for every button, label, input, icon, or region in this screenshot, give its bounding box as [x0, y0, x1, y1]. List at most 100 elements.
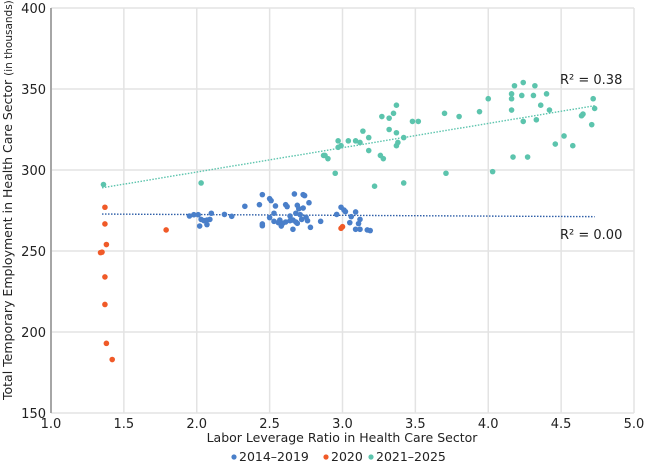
data-point	[256, 201, 263, 208]
data-point	[317, 218, 324, 225]
y-tick-label: 250	[21, 245, 46, 260]
x-tick-label: 4.0	[478, 417, 499, 432]
data-point	[291, 191, 298, 197]
data-point	[390, 110, 397, 117]
gridlines	[51, 7, 635, 414]
data-point	[508, 107, 515, 113]
data-point	[204, 221, 210, 228]
data-point	[348, 213, 355, 220]
data-point	[409, 118, 416, 125]
data-point	[590, 95, 596, 102]
data-point	[530, 92, 537, 99]
data-point	[395, 139, 401, 146]
data-point	[293, 210, 299, 217]
data-point	[294, 220, 301, 227]
data-point	[393, 102, 400, 108]
data-point	[476, 108, 483, 115]
data-point	[306, 199, 312, 206]
x-axis-title: Labor Leverage Ratio in Health Care Sect…	[207, 430, 479, 445]
data-point	[298, 216, 305, 223]
data-point	[393, 129, 400, 136]
data-point	[163, 227, 169, 233]
data-point	[580, 111, 586, 117]
data-point	[335, 138, 341, 144]
data-point	[333, 211, 340, 218]
x-tick-label: 3.0	[332, 417, 353, 432]
data-point	[543, 91, 550, 97]
data-point	[365, 134, 372, 141]
data-point	[300, 205, 306, 211]
data-point	[196, 223, 203, 229]
data-points	[97, 79, 598, 363]
y-tick-label: 200	[21, 326, 46, 341]
data-point	[352, 138, 359, 144]
data-point	[524, 154, 531, 160]
data-point	[518, 92, 525, 99]
data-point	[357, 216, 363, 223]
y-tick-label: 350	[21, 83, 46, 98]
data-point	[400, 180, 407, 186]
data-point	[186, 213, 193, 219]
data-point	[332, 170, 339, 177]
data-point	[532, 82, 538, 89]
x-tick-label: 3.5	[405, 417, 426, 432]
trendline-2021–2025	[101, 104, 595, 189]
data-point	[400, 134, 407, 141]
legend-marker-2020	[323, 454, 329, 460]
y-tick-label: 300	[21, 164, 46, 179]
data-point	[485, 95, 492, 102]
data-point	[307, 224, 314, 231]
data-point	[103, 340, 110, 347]
data-point	[386, 115, 392, 121]
y-axis-title-unit: (in thousands)	[3, 0, 15, 76]
data-point	[272, 203, 279, 209]
data-point	[268, 197, 274, 204]
data-point	[221, 211, 228, 218]
data-point	[456, 113, 462, 120]
data-point	[290, 226, 296, 233]
legend-marker-2014-2019	[231, 454, 237, 460]
data-point	[380, 155, 387, 162]
y-tick-label: 400	[21, 2, 46, 17]
data-point	[441, 110, 448, 117]
data-point	[301, 192, 308, 199]
data-point	[561, 133, 567, 139]
data-point	[259, 191, 266, 198]
data-point	[520, 79, 527, 86]
data-point	[357, 139, 363, 146]
data-point	[102, 301, 108, 308]
data-point	[508, 91, 515, 97]
x-tick-labels: 1.0 1.5 2.0 2.5 3.0 3.5 4.0 4.5 5.0	[41, 417, 645, 432]
data-point	[520, 118, 527, 125]
data-point	[99, 249, 105, 255]
data-point	[346, 219, 353, 226]
data-point	[208, 210, 215, 217]
data-point	[508, 95, 515, 102]
data-point	[443, 170, 449, 177]
data-point	[295, 205, 302, 212]
trendlines	[101, 104, 595, 218]
data-point	[352, 209, 359, 215]
data-point	[546, 107, 553, 113]
data-point	[588, 121, 595, 128]
y-axis-title-main: Total Temporary Employment in Health Car…	[0, 79, 15, 401]
legend: 2014–2019 2020 2021–2025	[231, 449, 446, 464]
data-point	[191, 211, 197, 218]
data-point	[345, 138, 352, 144]
data-point	[533, 116, 540, 123]
data-point	[342, 208, 349, 215]
data-point	[537, 102, 544, 108]
data-point	[489, 168, 496, 175]
data-point	[360, 128, 366, 134]
data-point	[102, 204, 108, 211]
data-point	[386, 126, 392, 133]
data-point	[271, 218, 277, 225]
data-point	[100, 181, 107, 188]
data-point	[304, 217, 311, 224]
legend-label-2014-2019: 2014–2019	[239, 449, 309, 464]
data-point	[228, 213, 235, 220]
data-point	[371, 183, 378, 189]
data-point	[325, 155, 331, 162]
y-tick-labels: 150 200 250 300 350 400	[21, 2, 46, 422]
